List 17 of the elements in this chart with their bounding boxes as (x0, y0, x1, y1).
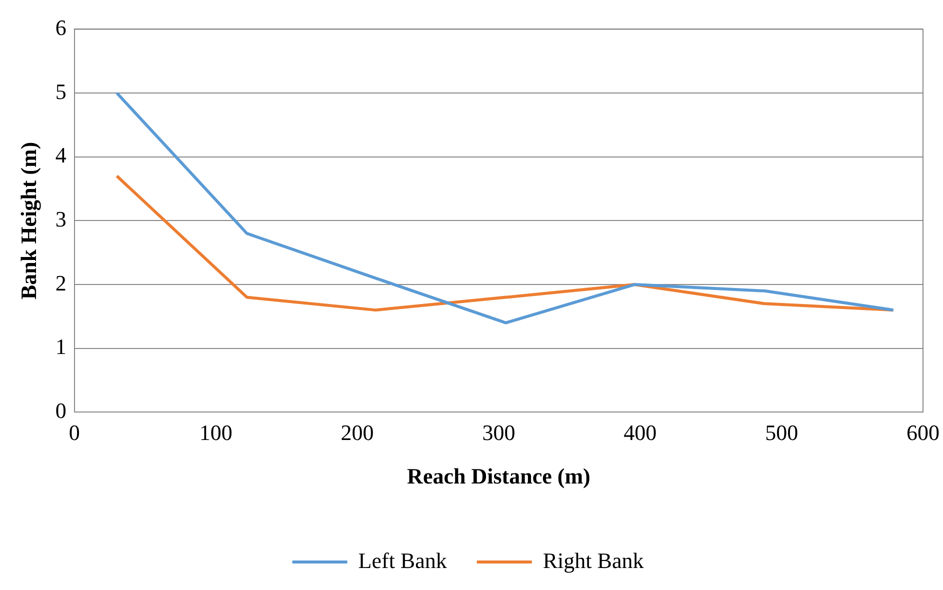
y-tick-label: 3 (55, 206, 66, 232)
x-tick-label: 600 (906, 420, 940, 446)
x-tick-label: 200 (340, 420, 374, 446)
y-tick-label: 0 (55, 398, 66, 423)
y-tick-label: 1 (55, 334, 66, 360)
y-tick-label: 4 (55, 142, 66, 168)
x-tick-label: 100 (199, 420, 232, 446)
y-tick-label: 5 (55, 78, 66, 104)
y-axis-title: Bank Height (m) (16, 142, 41, 300)
x-tick-label: 300 (482, 420, 516, 446)
legend-label: Right Bank (542, 548, 644, 573)
legend-label: Left Bank (358, 548, 447, 573)
y-tick-label: 6 (55, 14, 66, 40)
x-tick-label: 400 (624, 420, 657, 446)
y-tick-label: 2 (55, 270, 66, 296)
x-tick-label: 500 (765, 420, 798, 446)
x-axis-title: Reach Distance (m) (407, 463, 590, 488)
